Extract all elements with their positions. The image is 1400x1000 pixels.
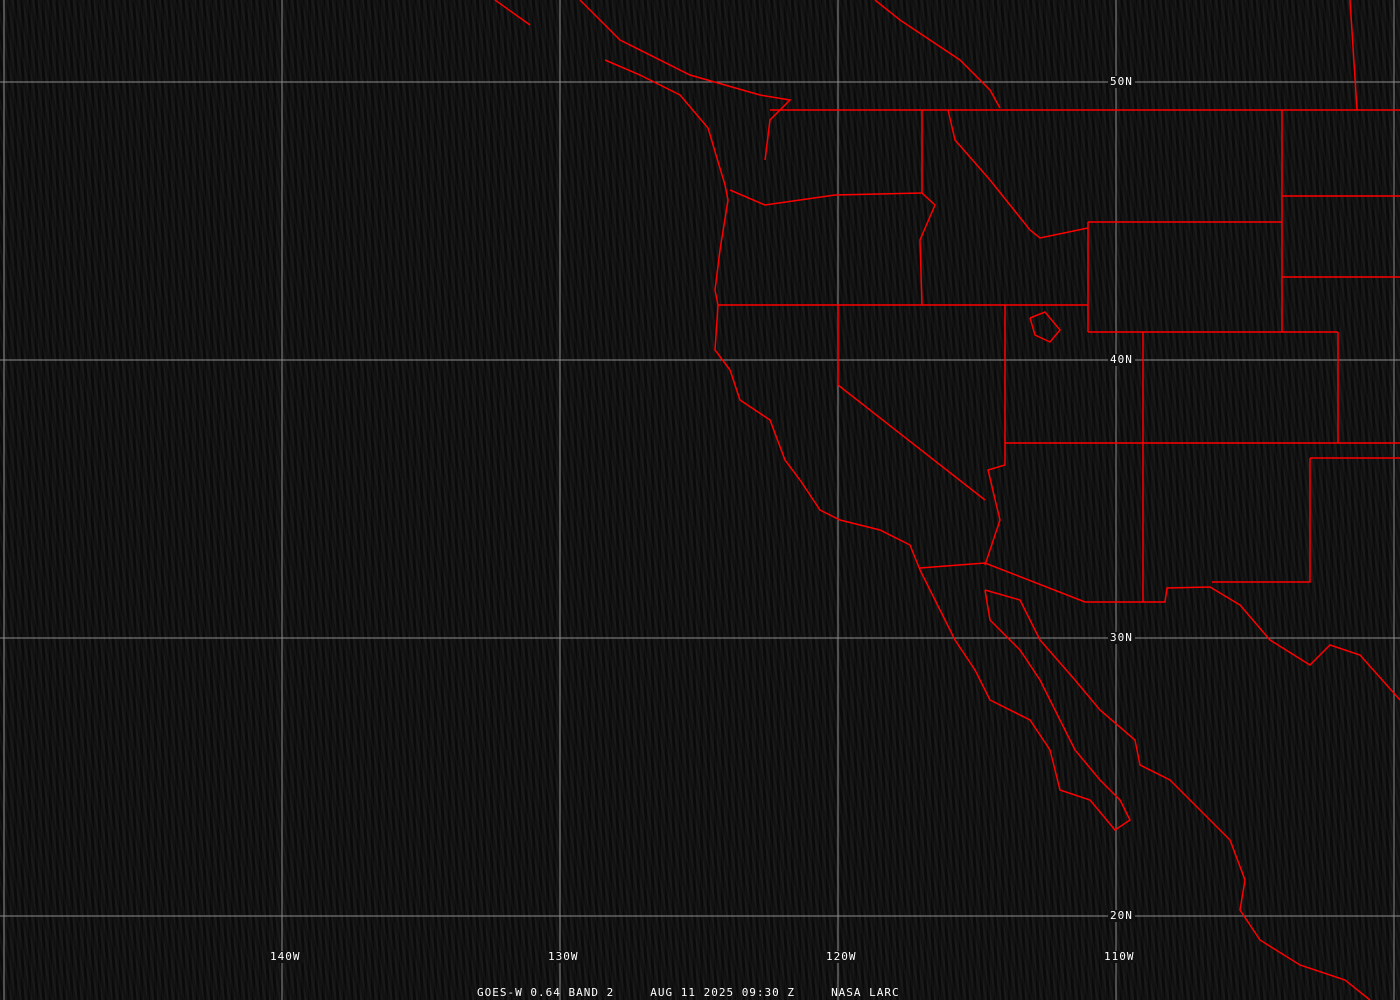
us-mexico-border — [919, 562, 1400, 701]
coastline-mexico-mainland — [984, 589, 1371, 1000]
caption-source: NASA LARC — [831, 986, 900, 999]
ca-nv-border — [837, 305, 986, 501]
vancouver-island-coast — [579, 0, 792, 161]
canada-province-border — [874, 0, 1001, 109]
lat-label-40n: 40N — [1108, 353, 1135, 366]
nv-east-border — [984, 305, 1006, 566]
lon-label-120w: 120W — [824, 950, 859, 963]
mt-nd-border — [1349, 0, 1358, 111]
coastline-west — [604, 59, 1131, 831]
lat-label-20n: 20N — [1108, 909, 1135, 922]
lon-label-130w: 130W — [546, 950, 581, 963]
id-west-border — [919, 110, 936, 306]
caption-satellite: GOES-W 0.64 BAND 2 — [477, 986, 615, 999]
lat-label-30n: 30N — [1108, 631, 1135, 644]
lon-label-110w: 110W — [1102, 950, 1137, 963]
nm-east-border — [1212, 458, 1311, 583]
id-mt-border — [947, 109, 1089, 239]
image-caption: GOES-W 0.64 BAND 2 AUG 11 2025 09:30 Z N… — [477, 986, 900, 999]
caption-datetime: AUG 11 2025 09:30 Z — [650, 986, 796, 999]
wa-or-border — [729, 189, 923, 206]
puget-sound-coast — [494, 0, 531, 26]
great-salt-lake — [1029, 311, 1061, 343]
lon-label-140w: 140W — [268, 950, 303, 963]
lat-label-50n: 50N — [1108, 75, 1135, 88]
